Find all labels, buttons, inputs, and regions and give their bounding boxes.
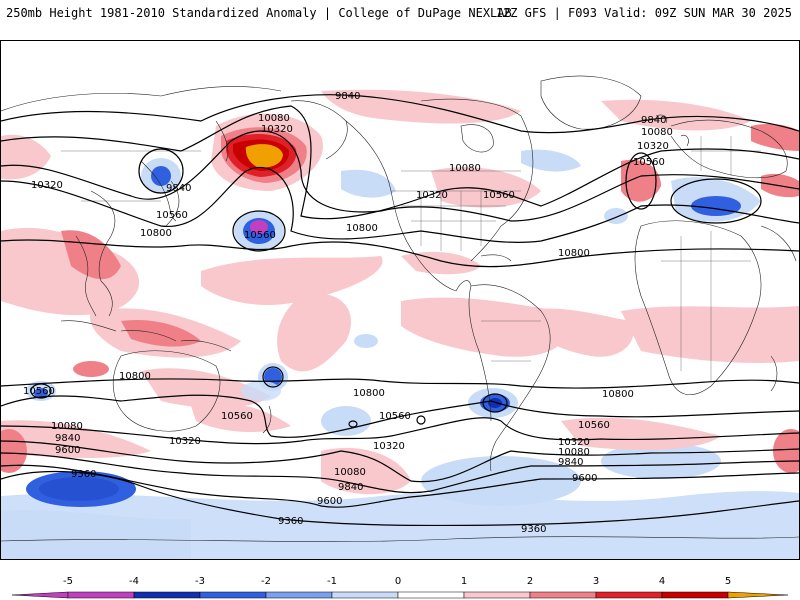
contour-label: 9840	[338, 482, 363, 493]
map-title: 250mb Height 1981-2010 Standardized Anom…	[6, 6, 512, 20]
colorbar-segment	[67, 591, 135, 599]
contour-label: 9840	[55, 433, 80, 444]
colorbar-segment	[595, 591, 663, 599]
model-run-info: 12Z GFS | F093 Valid: 09Z SUN MAR 30 202…	[495, 6, 792, 20]
colorbar-bar	[11, 591, 789, 599]
contour-label: 10320	[416, 190, 448, 201]
contour-label: 10320	[31, 180, 63, 191]
contour-label: 10320	[373, 441, 405, 452]
contour-label: 10800	[558, 248, 590, 259]
colorbar-tick-label: -1	[327, 576, 337, 587]
coastlines	[1, 75, 799, 542]
contour-label: 10320	[261, 124, 293, 135]
contour-label: 10080	[641, 127, 673, 138]
contour-label: 10080	[558, 447, 590, 458]
colorbar-segment	[397, 591, 465, 599]
colorbar-tick-label: -4	[129, 576, 139, 587]
colorbar: -5 -4 -3 -2 -1 0 1 2 3 4 5	[0, 568, 800, 600]
colorbar-tick-label: 4	[659, 576, 665, 587]
height-contours	[1, 94, 799, 527]
contour-label: 10560	[379, 411, 411, 422]
colorbar-tick-label: 2	[527, 576, 533, 587]
contour-label: 10320	[637, 141, 669, 152]
colorbar-tick-label: 1	[461, 576, 467, 587]
contour-label: 10560	[483, 190, 515, 201]
colorbar-over-arrow	[727, 591, 789, 599]
contour-label: 9360	[521, 524, 546, 535]
contour-label: 9840	[335, 91, 360, 102]
contour-label: 10080	[258, 113, 290, 124]
colorbar-tick-label: -2	[261, 576, 271, 587]
colorbar-under-arrow	[11, 591, 69, 599]
colorbar-tick-label: 0	[395, 576, 401, 587]
contour-label: 10560	[156, 210, 188, 221]
anomaly-shading	[1, 89, 799, 559]
colorbar-ticks: -5 -4 -3 -2 -1 0 1 2 3 4 5	[63, 576, 731, 587]
contour-label: 10800	[119, 371, 151, 382]
contour-label: 10320	[558, 437, 590, 448]
contour-label: 10560	[244, 230, 276, 241]
colorbar-segment	[661, 591, 729, 599]
colorbar-segment	[529, 591, 597, 599]
contour-label: 10560	[633, 157, 665, 168]
contour-labels: 9840 10080 10320 10320 9840 10560 10800 …	[23, 91, 673, 535]
contour-label: 10800	[346, 223, 378, 234]
contour-label: 10560	[221, 411, 253, 422]
colorbar-tick-label: 5	[725, 576, 731, 587]
anomaly-map: 9840 10080 10320 10320 9840 10560 10800 …	[1, 75, 799, 559]
colorbar-tick-label: -5	[63, 576, 73, 587]
contour-label: 10800	[353, 388, 385, 399]
contour-label: 9840	[558, 457, 583, 468]
contour-label: 10080	[449, 163, 481, 174]
contour-label: 10080	[51, 421, 83, 432]
colorbar-segment	[133, 591, 201, 599]
contour-label: 10080	[334, 467, 366, 478]
contour-label: 10560	[578, 420, 610, 431]
contour-label: 9600	[317, 496, 342, 507]
contour-label: 9360	[278, 516, 303, 527]
colorbar-segment	[265, 591, 333, 599]
colorbar-segment	[463, 591, 531, 599]
contour-label: 9360	[71, 469, 96, 480]
colorbar-tick-label: -3	[195, 576, 205, 587]
contour-label: 10800	[140, 228, 172, 239]
contour-label: 9840	[166, 183, 191, 194]
contour-label: 9840	[641, 115, 666, 126]
contour-label: 10800	[602, 389, 634, 400]
colorbar-segment	[331, 591, 399, 599]
contour-label: 9600	[55, 445, 80, 456]
colorbar-tick-label: 3	[593, 576, 599, 587]
contour-label: 10560	[23, 386, 55, 397]
contour-label: 10320	[169, 436, 201, 447]
map-panel[interactable]: 9840 10080 10320 10320 9840 10560 10800 …	[0, 40, 800, 560]
header: 250mb Height 1981-2010 Standardized Anom…	[0, 0, 800, 28]
colorbar-svg: -5 -4 -3 -2 -1 0 1 2 3 4 5	[11, 576, 789, 599]
political-borders	[61, 136, 761, 381]
colorbar-segment	[199, 591, 267, 599]
contour-label: 9600	[572, 473, 597, 484]
